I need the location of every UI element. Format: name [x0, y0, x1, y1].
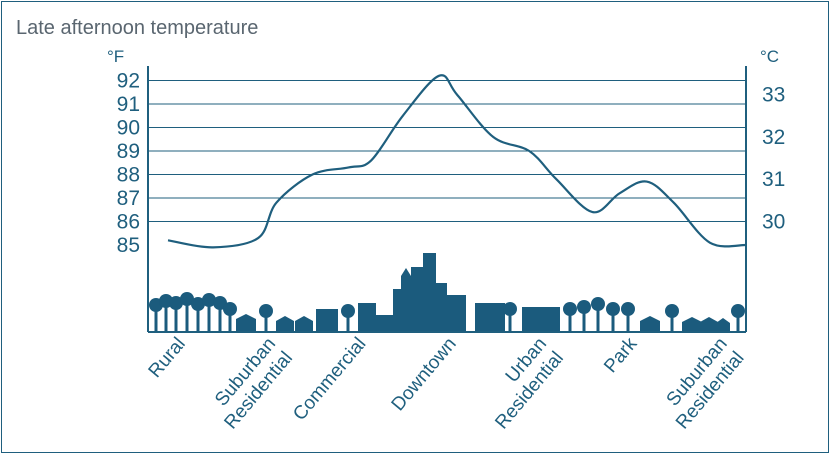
tree-trunk: [207, 300, 211, 331]
y-left-tick-label: 90: [117, 117, 140, 140]
y-left-tick-label: 88: [117, 164, 140, 187]
y-left-tick-label: 86: [117, 211, 140, 234]
category-label: Rural: [145, 334, 190, 382]
category-label: Downtown: [388, 334, 461, 415]
tree-trunk: [346, 311, 350, 331]
building-icon: [423, 253, 436, 331]
tree-trunk: [218, 303, 222, 331]
house-icon: [700, 317, 718, 331]
building-icon: [358, 303, 376, 331]
skyline-illustration: [149, 253, 745, 331]
house-icon: [716, 318, 730, 331]
building-icon: [447, 295, 466, 331]
tree-trunk: [670, 311, 674, 331]
y-right-tick-label: 30: [762, 211, 785, 234]
tree-trunk: [264, 311, 268, 331]
chart-title: Late afternoon temperature: [16, 17, 258, 39]
tree-trunk: [508, 309, 512, 331]
building-icon: [393, 289, 402, 331]
tree-trunk: [582, 307, 586, 331]
category-label: Park: [600, 333, 642, 377]
axes: [147, 66, 747, 333]
y-left-tick-label: 91: [117, 93, 140, 116]
y-right-tick-label: 32: [762, 126, 785, 149]
category-label: Commercial: [289, 334, 370, 425]
tree-trunk: [164, 301, 168, 331]
category-label-line1: Downtown: [388, 334, 461, 415]
building-icon: [375, 315, 393, 331]
tree-trunk: [228, 309, 232, 331]
tree-trunk: [596, 304, 600, 331]
y-left-tick-label: 87: [117, 187, 140, 210]
house-icon: [236, 314, 256, 331]
temperature-series: [167, 74, 747, 249]
tree-trunk: [185, 299, 189, 331]
gridlines: [148, 80, 746, 222]
y-left-unit: °F: [107, 47, 124, 66]
house-icon: [640, 316, 660, 331]
building-icon: [436, 283, 447, 331]
building-icon: [411, 267, 423, 331]
building-icon: [475, 303, 505, 331]
spire-building-icon: [401, 268, 411, 331]
category-label-line1: Park: [600, 333, 642, 377]
tree-trunk: [626, 309, 630, 331]
y-left-tick-label: 85: [117, 234, 140, 257]
tree-trunk: [174, 303, 178, 331]
y-right-unit: °C: [760, 47, 779, 66]
category-label-line1: Rural: [145, 334, 190, 382]
y-left-tick-label: 92: [117, 70, 140, 93]
category-label-line1: Commercial: [289, 334, 370, 425]
temperature-line: [167, 74, 747, 249]
tree-trunk: [611, 309, 615, 331]
y-right-tick-label: 31: [762, 168, 785, 191]
building-icon: [522, 307, 560, 331]
tree-trunk: [196, 304, 200, 331]
tree-trunk: [154, 305, 158, 331]
y-left-tick-label: 89: [117, 140, 140, 163]
house-icon: [276, 316, 294, 331]
building-icon: [316, 309, 338, 331]
tree-trunk: [568, 309, 572, 331]
tree-trunk: [736, 311, 740, 331]
house-icon: [295, 316, 313, 331]
y-right-tick-label: 33: [762, 84, 785, 107]
house-icon: [682, 317, 702, 331]
